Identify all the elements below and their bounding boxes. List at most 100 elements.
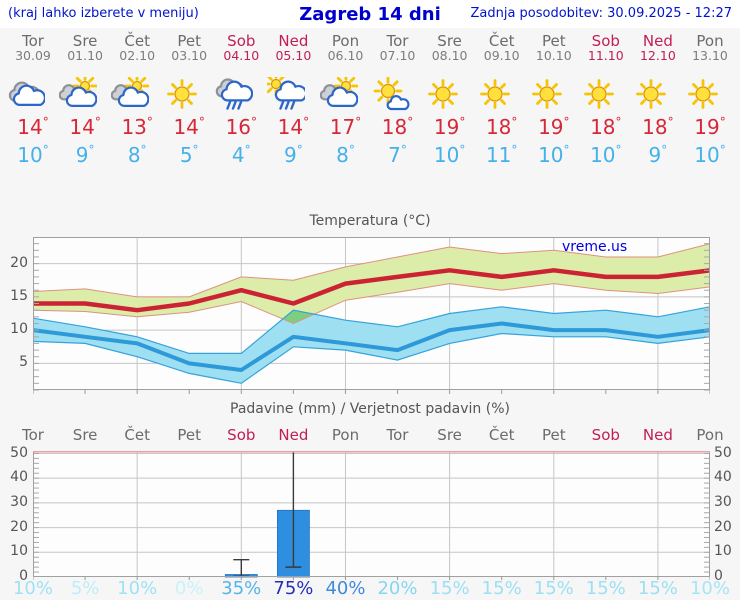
day-name: Pon <box>696 32 724 50</box>
day-date: 11.10 <box>587 48 624 63</box>
precip-axis-tick-right: 50 <box>714 444 732 461</box>
min-temperature: 9° <box>284 143 303 167</box>
precip-probability: 15% <box>481 578 522 599</box>
day-header: Ned 12.10 <box>632 33 684 63</box>
day-date: 08.10 <box>431 48 468 63</box>
day-name: Ned <box>642 32 673 50</box>
max-temperature: 19° <box>538 115 570 139</box>
min-temperature: 8° <box>127 143 147 167</box>
precip-probability: 15% <box>585 578 626 599</box>
day-date: 12.10 <box>639 48 676 63</box>
precip-probability: 75% <box>273 578 314 599</box>
min-temperature: 4° <box>231 143 251 167</box>
min-temperature: 10° <box>538 143 570 167</box>
day-date: 05.10 <box>275 48 312 63</box>
precip-axis-tick-left: 40 <box>10 469 28 486</box>
day-name: Ned <box>278 32 309 50</box>
precip-day-label: Tor <box>386 426 409 444</box>
day-name: Pet <box>541 32 566 50</box>
day-header: Ned 05.10 <box>267 33 319 63</box>
precip-axis-tick-right: 10 <box>714 543 732 560</box>
last-updated: Zadnja posodobitev: 30.09.2025 - 12:27 <box>470 6 732 21</box>
day-name: Tor <box>386 32 409 50</box>
max-temperature: 18° <box>590 115 622 139</box>
day-header: Čet 09.10 <box>476 33 528 63</box>
temperature-chart-title: Temperatura (°C) <box>309 213 431 229</box>
max-temperature: 19° <box>694 115 726 139</box>
day-name: Čet <box>124 32 150 50</box>
max-temperature: 17° <box>329 115 362 139</box>
min-temperature: 7° <box>388 143 407 167</box>
precip-probability: 15% <box>533 578 574 599</box>
watermark-link[interactable]: vreme.us <box>562 239 628 255</box>
min-temperature: 10° <box>433 143 466 167</box>
precip-axis-tick-left: 50 <box>10 444 28 461</box>
min-temperature: 8° <box>336 143 355 167</box>
precip-axis-tick-left: 10 <box>10 543 28 560</box>
day-date: 02.10 <box>119 48 156 63</box>
min-temperature: 9° <box>648 143 668 167</box>
precip-day-label: Sre <box>437 426 462 444</box>
min-temperature: 10° <box>590 143 622 167</box>
day-name: Pet <box>177 32 201 50</box>
day-header: Sob 11.10 <box>580 33 632 63</box>
precip-day-label: Čet <box>488 426 515 444</box>
min-temperature: 10° <box>17 143 49 167</box>
precip-axis-tick-right: 40 <box>714 469 732 486</box>
min-temperature: 5° <box>179 143 199 167</box>
day-date: 07.10 <box>379 48 416 63</box>
max-temperature: 18° <box>642 115 674 139</box>
day-name: Tor <box>22 32 44 50</box>
precip-axis-tick-left: 20 <box>10 518 28 535</box>
day-name: Sob <box>591 32 620 50</box>
precip-probability: 10% <box>689 578 730 599</box>
location-menu-hint: (kraj lahko izberete v meniju) <box>8 6 199 21</box>
precip-probability: 20% <box>377 578 418 599</box>
max-temperature: 18° <box>485 115 518 139</box>
temp-axis-tick: 5 <box>19 354 28 371</box>
top-bar <box>0 0 740 28</box>
day-header: Pon 13.10 <box>684 33 736 63</box>
precip-day-label: Pet <box>541 426 566 444</box>
temp-axis-tick: 20 <box>10 254 28 271</box>
min-temperature: 10° <box>694 143 726 167</box>
day-name: Pon <box>331 32 360 50</box>
day-date: 03.10 <box>171 48 208 63</box>
day-header: Čet 02.10 <box>111 33 163 63</box>
precip-probability: 35% <box>221 578 262 599</box>
day-header: Pet 03.10 <box>163 33 215 63</box>
day-header: Pon 06.10 <box>320 33 372 63</box>
day-header: Pet 10.10 <box>528 33 580 63</box>
day-header: Sob 04.10 <box>215 33 267 63</box>
precip-day-label: Tor <box>22 426 44 444</box>
precip-day-label: Pon <box>331 426 360 444</box>
temp-axis-tick: 15 <box>10 287 28 304</box>
day-header: Tor 30.09 <box>7 33 59 63</box>
precip-probability: 10% <box>12 578 53 599</box>
precip-probability: 15% <box>637 578 678 599</box>
precip-probability: 10% <box>117 578 158 599</box>
day-date: 04.10 <box>223 48 260 63</box>
day-date: 09.10 <box>483 48 520 63</box>
day-date: 01.10 <box>67 48 103 63</box>
precip-day-label: Pet <box>177 426 201 444</box>
max-temperature: 14° <box>277 115 310 139</box>
max-temperature: 16° <box>225 115 258 139</box>
max-temperature: 18° <box>381 115 414 139</box>
precip-day-label: Pon <box>696 426 724 444</box>
precip-probability: 0% <box>174 578 204 599</box>
max-temperature: 14° <box>173 115 205 139</box>
max-temperature: 19° <box>433 115 466 139</box>
day-name: Čet <box>488 32 515 50</box>
day-date: 10.10 <box>535 48 572 63</box>
precip-axis-tick-left: 0 <box>19 568 28 584</box>
day-date: 30.09 <box>15 48 51 63</box>
precip-axis-tick-right: 30 <box>714 493 732 510</box>
day-header: Sre 08.10 <box>424 33 476 63</box>
precip-day-label: Sre <box>72 426 98 444</box>
precipitation-chart <box>33 451 710 580</box>
precip-day-label: Ned <box>642 426 673 444</box>
precip-day-label: Ned <box>278 426 309 444</box>
precip-probability: 15% <box>429 578 470 599</box>
